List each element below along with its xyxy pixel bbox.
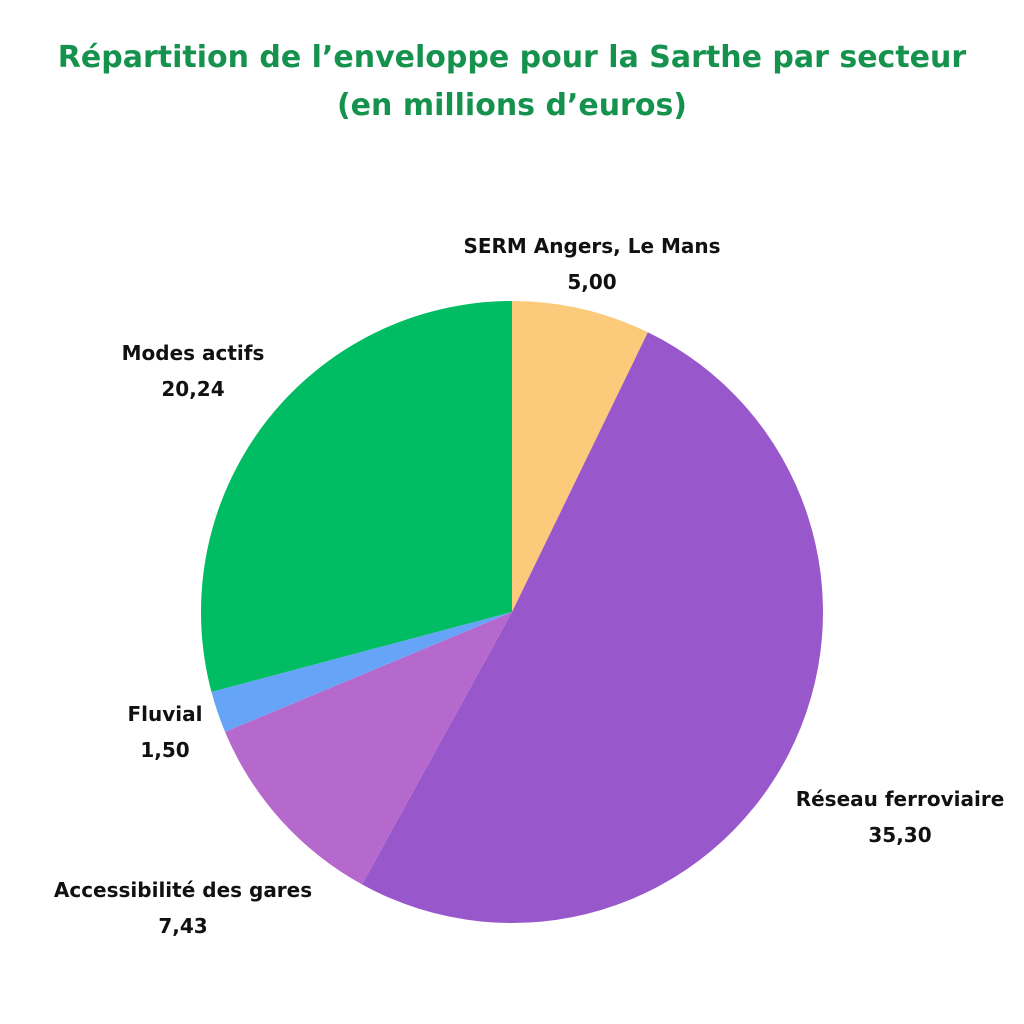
pie-slice-1 (361, 332, 824, 924)
slice-label-0: SERM Angers, Le Mans (463, 234, 720, 258)
slice-label-3: Fluvial (128, 702, 203, 726)
slice-value-2: 7,43 (158, 914, 207, 938)
pie-slice-0 (512, 301, 648, 612)
slice-value-3: 1,50 (140, 738, 189, 762)
chart-title: Répartition de l’enveloppe pour la Sarth… (57, 40, 967, 75)
slice-label-4: Modes actifs (122, 341, 265, 365)
slice-value-1: 35,30 (868, 823, 931, 847)
pie-slice-2 (225, 612, 513, 885)
slice-value-4: 20,24 (161, 377, 224, 401)
chart-subtitle: (en millions d’euros) (336, 88, 688, 123)
slice-value-0: 5,00 (567, 270, 616, 294)
pie-slice-3 (211, 612, 513, 732)
slice-label-1: Réseau ferroviaire (796, 787, 1005, 811)
pie-slice-4 (201, 301, 513, 692)
slice-label-2: Accessibilité des gares (54, 878, 312, 902)
